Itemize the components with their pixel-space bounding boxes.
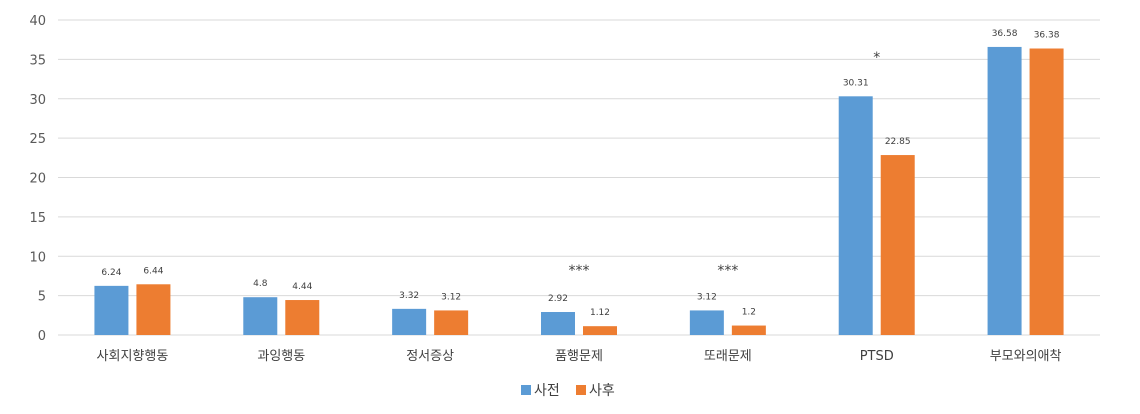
bar [689, 310, 724, 335]
bar [583, 326, 617, 335]
x-category-label: 또래문제 [704, 349, 752, 364]
data-label: 3.12 [441, 292, 461, 302]
bar [987, 46, 1022, 336]
y-tick-label: 30 [29, 93, 46, 108]
legend-swatch [521, 385, 531, 395]
y-tick-label: 0 [38, 329, 46, 344]
legend-swatch [576, 385, 586, 395]
data-label: 1.2 [742, 308, 756, 318]
data-label: 1.12 [590, 308, 610, 318]
y-tick-label: 10 [29, 250, 46, 265]
data-label: 3.12 [697, 292, 717, 302]
bar [392, 308, 427, 335]
y-tick-label: 15 [29, 211, 46, 226]
bar [136, 284, 171, 335]
y-tick-label: 5 [38, 290, 46, 305]
data-label: 2.92 [548, 294, 568, 304]
y-tick-label: 35 [29, 53, 46, 68]
data-label: 3.32 [399, 291, 419, 301]
data-label: 6.44 [143, 266, 163, 276]
y-tick-label: 25 [29, 132, 46, 147]
bar [541, 312, 575, 335]
legend-label: 사전 [534, 383, 560, 399]
data-label: 30.31 [843, 78, 869, 88]
y-axis-ticks: 0 5 10 15 20 25 30 35 40 [29, 14, 46, 344]
bar [880, 155, 915, 335]
x-category-label: 부모와의애착 [990, 349, 1062, 364]
legend: 사전 사후 [521, 383, 615, 399]
significance-marker: * [873, 50, 880, 66]
bar [731, 325, 766, 335]
data-label: 36.58 [992, 29, 1018, 39]
bar [94, 285, 129, 335]
data-label: 36.38 [1034, 31, 1060, 41]
x-category-label: 품행문제 [555, 348, 603, 364]
x-category-label: 과잉행동 [257, 348, 305, 364]
bar [434, 310, 469, 335]
x-category-label: PTSD [860, 349, 894, 364]
bar [1029, 48, 1064, 335]
bar [243, 297, 278, 335]
data-label: 22.85 [885, 137, 911, 147]
x-category-label: 정서증상 [406, 349, 454, 364]
data-label: 4.8 [253, 279, 268, 289]
bar [285, 300, 320, 335]
significance-marker: *** [717, 263, 738, 279]
legend-label: 사후 [589, 383, 615, 399]
x-category-label: 사회지향행동 [97, 348, 169, 364]
significance-annotations: *** **** [569, 50, 881, 279]
data-label: 6.24 [101, 268, 121, 278]
data-labels: 6.24 6.44 4.8 4.44 3.32 3.12 2.92 1.12 3.12 1.2 30… [101, 29, 1059, 318]
bar [838, 96, 873, 335]
y-tick-label: 40 [29, 14, 46, 29]
bars [94, 46, 1064, 336]
x-axis-categories: 사회지향행동 과잉행동 정서증상 품행문제 또래문제 PTSD 부모와의애착 [97, 348, 1062, 364]
y-tick-label: 20 [29, 172, 46, 187]
significance-marker: *** [569, 263, 590, 279]
gridlines [58, 19, 1100, 336]
data-label: 4.44 [292, 282, 312, 292]
